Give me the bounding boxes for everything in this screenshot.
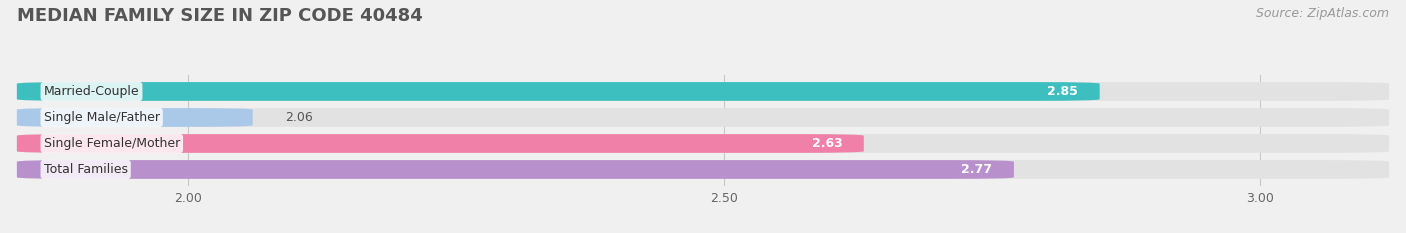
FancyBboxPatch shape bbox=[17, 82, 1389, 101]
Text: Married-Couple: Married-Couple bbox=[44, 85, 139, 98]
FancyBboxPatch shape bbox=[17, 160, 1014, 179]
Text: Total Families: Total Families bbox=[44, 163, 128, 176]
FancyBboxPatch shape bbox=[17, 134, 863, 153]
Text: Single Male/Father: Single Male/Father bbox=[44, 111, 160, 124]
FancyBboxPatch shape bbox=[17, 108, 253, 127]
FancyBboxPatch shape bbox=[17, 108, 1389, 127]
Text: 2.85: 2.85 bbox=[1047, 85, 1078, 98]
Text: 2.63: 2.63 bbox=[811, 137, 842, 150]
Text: 2.06: 2.06 bbox=[285, 111, 312, 124]
FancyBboxPatch shape bbox=[17, 134, 1389, 153]
FancyBboxPatch shape bbox=[17, 160, 1389, 179]
Text: Single Female/Mother: Single Female/Mother bbox=[44, 137, 180, 150]
Text: 2.77: 2.77 bbox=[962, 163, 993, 176]
Text: MEDIAN FAMILY SIZE IN ZIP CODE 40484: MEDIAN FAMILY SIZE IN ZIP CODE 40484 bbox=[17, 7, 423, 25]
Text: Source: ZipAtlas.com: Source: ZipAtlas.com bbox=[1256, 7, 1389, 20]
FancyBboxPatch shape bbox=[17, 82, 1099, 101]
